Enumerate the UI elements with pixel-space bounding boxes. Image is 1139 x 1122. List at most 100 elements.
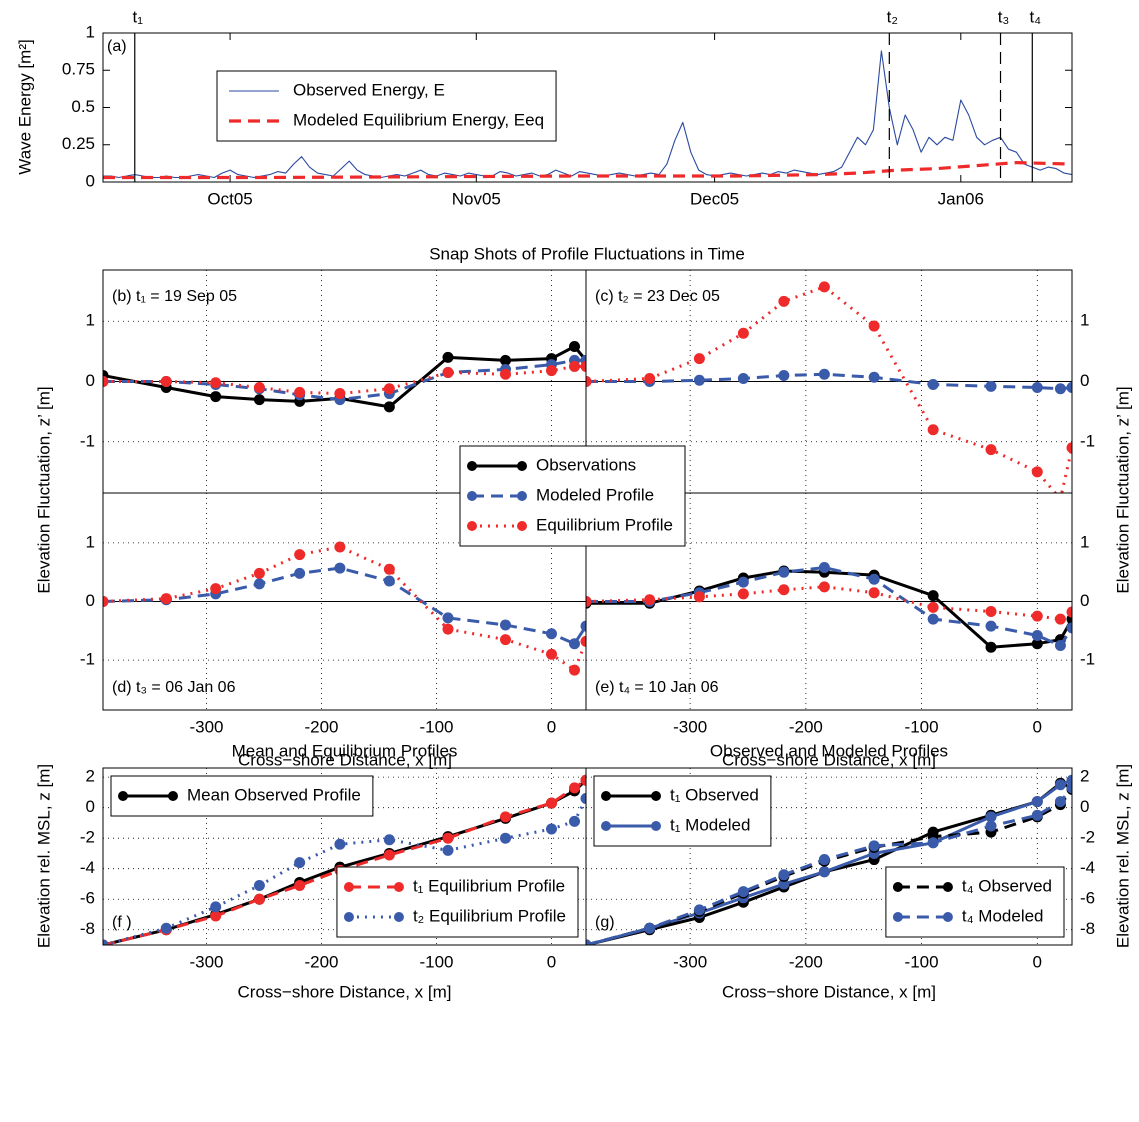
legend-marker [467,521,477,531]
data-point [253,567,265,579]
data-point [818,854,830,866]
data-point [1031,630,1043,642]
data-point [1066,606,1072,618]
data-point [294,386,306,398]
legend-marker [601,791,611,801]
legend: Mean Observed Profile [110,775,374,817]
legend: t₁ Observed t₁ Modeled [593,775,772,847]
time-marker-label: t₄ [1029,7,1041,26]
data-point [383,563,395,575]
plot-frame [102,32,1073,183]
x-tick-label: Nov05 [452,189,501,208]
y-tick-label: 1 [86,311,95,330]
data-point [927,379,939,391]
data-point [383,575,395,587]
data-point [737,327,749,339]
data-point [985,620,997,632]
data-point [160,922,172,934]
series-line [586,372,1072,391]
x-tick-label: 0 [547,952,556,971]
data-point [160,593,172,605]
data-point [1031,610,1043,622]
data-point [818,281,830,293]
plot-frame [585,767,1073,946]
y-tick-label: -2 [1080,828,1095,847]
data-point [294,857,306,869]
y-tick-label: 0 [1080,591,1089,610]
y-tick-label: 0.75 [62,60,95,79]
legend-label: t₁ Observed [670,785,759,804]
x-axis-label: Cross−shore Distance, x [m] [238,982,452,1001]
legend-marker [517,521,527,531]
data-point [985,641,997,653]
data-point [103,376,109,387]
data-point [1054,383,1066,395]
data-point [442,366,454,378]
y-tick-label: 2 [1080,767,1089,786]
legend: Observed Energy, E Modeled Equilibrium En… [216,70,557,142]
y-tick-label: 0 [86,797,95,816]
data-point [927,424,939,436]
x-tick-label: -300 [673,717,707,736]
data-point [737,372,749,384]
y-tick-label: -4 [80,858,95,877]
data-point [737,576,749,588]
data-point [500,368,511,380]
legend-marker [601,821,611,831]
data-point [1031,382,1043,394]
x-axis-label: Cross−shore Distance, x [m] [722,750,936,769]
x-tick-label: -200 [789,952,823,971]
data-point [818,561,830,573]
x-tick-label: -100 [419,717,453,736]
x-tick-label: -100 [905,952,939,971]
data-point [778,295,790,307]
y-tick-label: 0 [1080,797,1089,816]
legend-marker [393,882,404,892]
data-point [546,365,557,377]
data-point [818,368,830,380]
legend-marker [343,912,354,922]
data-point [500,634,511,646]
data-point [1054,796,1066,808]
y-axis-label: Elevation Fluctuation, z’ [m] [34,386,53,593]
y-tick-label: 0 [1080,371,1089,390]
data-point [1054,779,1066,791]
data-point [500,619,511,631]
data-point [927,613,939,625]
data-point [868,840,880,852]
legend-marker [651,821,661,831]
data-point [818,581,830,593]
x-tick-label: 0 [1033,952,1042,971]
y-axis-label: Elevation Fluctuation, z’ [m] [1113,386,1132,593]
data-point [778,369,790,381]
data-point [1054,639,1066,651]
data-point [1066,442,1072,454]
panel-label: (d) t₃ = 06 Jan 06 [112,679,236,696]
series-line [103,161,1072,180]
data-point [1054,613,1066,625]
panel-label: (a) [107,38,127,55]
time-marker-label: t₂ [887,7,898,26]
data-point [927,601,939,613]
data-point [985,605,997,617]
series-line [586,569,1072,649]
legend-label: t₄ Observed [962,876,1052,895]
data-point [580,360,586,372]
data-point [546,628,557,640]
panel-label: (g) [595,914,615,931]
data-point [778,869,790,881]
legend: Observations Modeled Profile Equilibrium P… [459,445,686,547]
data-point [294,549,306,561]
y-tick-label: -2 [80,828,95,847]
data-point [334,388,346,400]
data-point [818,866,830,878]
y-tick-label: 1 [1080,311,1089,330]
legend-marker [942,882,953,892]
data-point [644,372,656,384]
y-tick-label: 2 [86,767,95,786]
data-point [546,823,557,835]
y-tick-label: -4 [1080,858,1095,877]
data-point [103,939,109,945]
data-point [442,832,454,844]
